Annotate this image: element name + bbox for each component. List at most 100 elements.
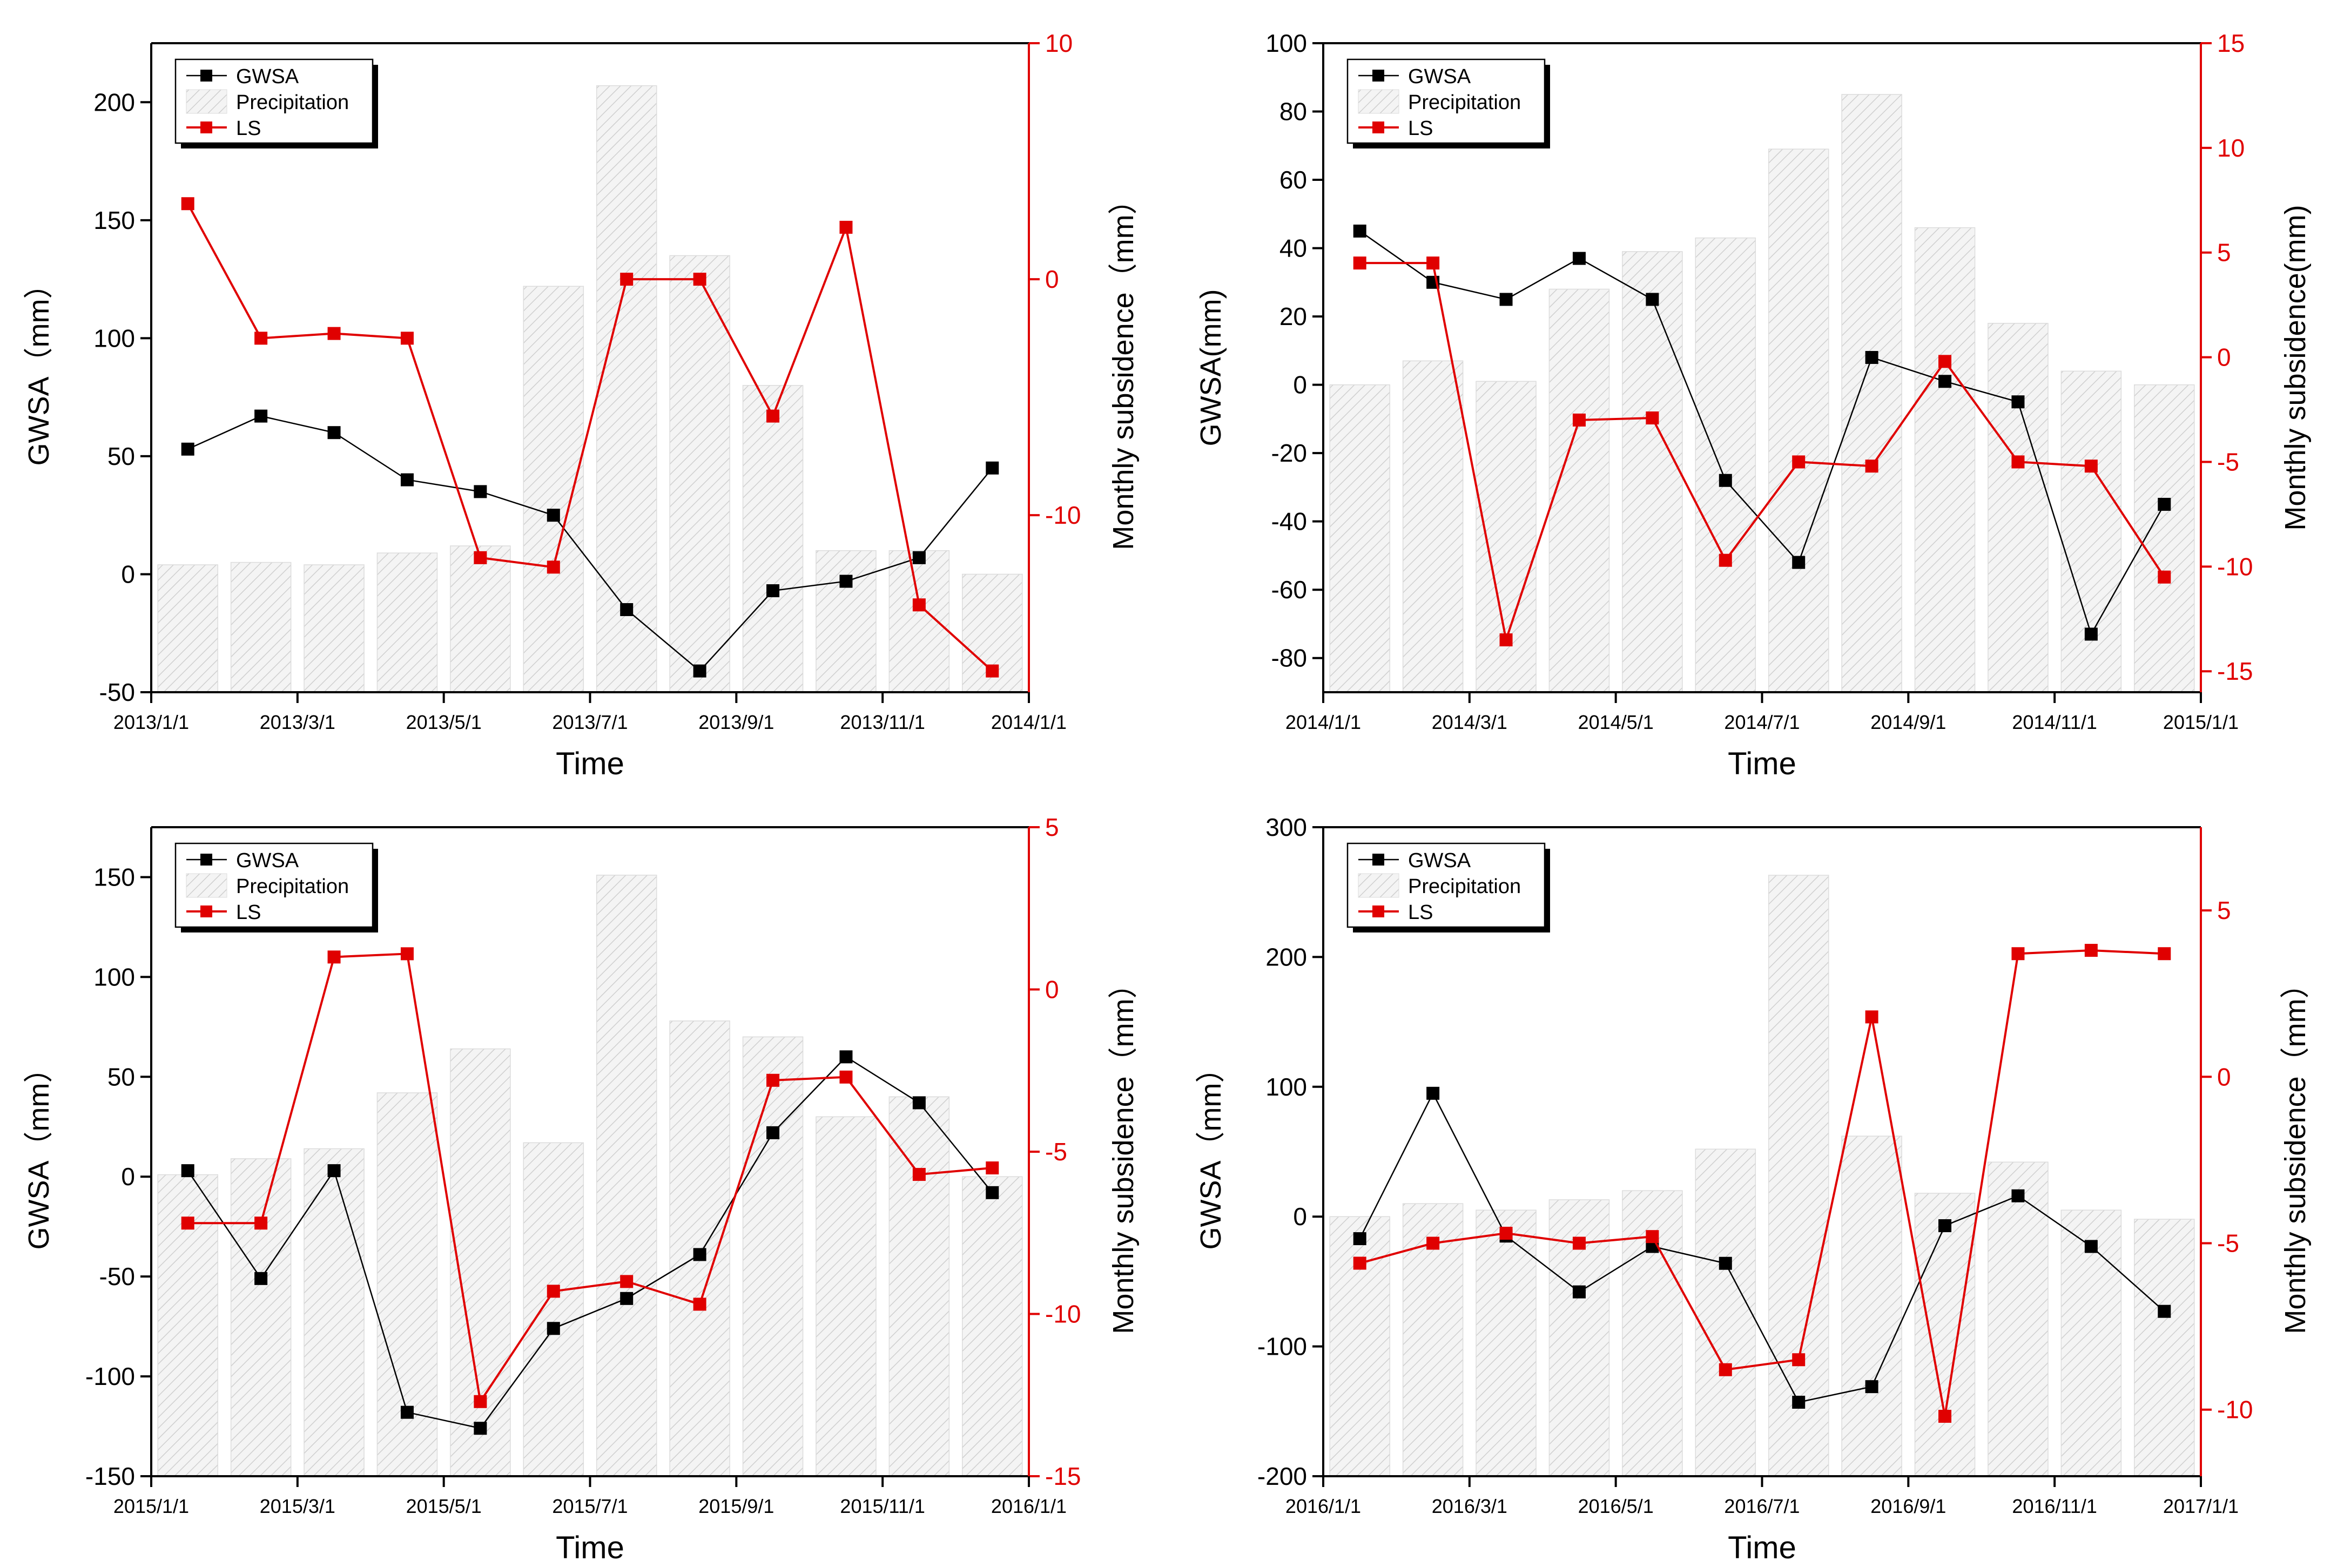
right-tick-label: -10 [1045, 1300, 1081, 1328]
right-tick-label: -15 [1045, 1462, 1081, 1490]
precip-bar [2060, 370, 2122, 693]
precip-bar [742, 1036, 804, 1477]
precip-bar [596, 875, 657, 1477]
ls-point [181, 197, 194, 211]
ls-point [327, 327, 341, 340]
ls-point [2084, 459, 2098, 473]
precip-bar [816, 1116, 877, 1477]
y-axis-title-right: Monthly subsidence(mm) [2279, 205, 2312, 530]
precip-bar [1695, 237, 1756, 693]
legend-ls-marker [200, 121, 212, 133]
precip-bar [669, 1020, 730, 1477]
legend-gwsa-label: GWSA [1408, 849, 1471, 872]
legend-ls-label: LS [1408, 901, 1433, 924]
gwsa-line [1359, 230, 2165, 636]
gwsa-point [912, 1096, 926, 1110]
legend-ls-marker [200, 905, 212, 917]
left-tick-label: 200 [1265, 943, 1307, 971]
gwsa-point [400, 1405, 414, 1419]
y-axis-title-left: GWSA(mm) [1195, 289, 1227, 447]
precip-bar [1402, 360, 1464, 693]
precip-bar [2060, 1209, 2122, 1477]
precip-bar [376, 552, 438, 693]
gwsa-point [327, 1164, 341, 1178]
ls-point [474, 1395, 487, 1408]
gwsa-point [1719, 474, 1732, 487]
precip-bar [596, 85, 657, 693]
gwsa-point [1865, 351, 1878, 364]
precip-bar [1914, 1193, 1976, 1477]
ls-point [986, 1161, 999, 1175]
gwsa-point [1426, 1086, 1440, 1100]
precip-bar [450, 1048, 511, 1477]
gwsa-point [693, 1248, 706, 1261]
gwsa-point [1572, 252, 1586, 265]
ls-point [839, 1070, 853, 1084]
right-tick-label: 5 [2217, 239, 2231, 267]
gwsa-point [181, 1164, 194, 1178]
x-tick-label: 2013/7/1 [552, 711, 628, 733]
ls-point [2158, 570, 2171, 584]
precip-bar [1548, 288, 1610, 693]
x-tick-label: 2013/5/1 [406, 711, 482, 733]
precip-bar [304, 1148, 365, 1477]
x-tick-label: 2015/3/1 [260, 1495, 335, 1517]
left-tick-label: -50 [99, 1262, 135, 1290]
left-tick-label: 50 [107, 442, 135, 470]
ls-point [474, 551, 487, 564]
x-axis-title: Time [556, 746, 624, 781]
ls-point [1572, 413, 1586, 427]
ls-point [2011, 455, 2025, 469]
y-axis-title-right: Monthly subsidence（mm） [2279, 969, 2312, 1334]
ls-point [693, 1297, 706, 1311]
ls-point [839, 220, 853, 234]
gwsa-point [474, 485, 487, 498]
precip-bar [1329, 384, 1390, 693]
x-tick-label: 2016/5/1 [1578, 1495, 1654, 1517]
ls-point [400, 332, 414, 345]
legend-ls-label: LS [236, 901, 261, 924]
ls-point [1865, 1010, 1878, 1024]
x-tick-label: 2015/7/1 [552, 1495, 628, 1517]
left-tick-label: 200 [93, 88, 135, 116]
precip-bar [1548, 1199, 1610, 1477]
legend-ls-label: LS [1408, 117, 1433, 140]
right-tick-label: -5 [1045, 1138, 1067, 1166]
left-tick-label: -80 [1271, 644, 1307, 672]
left-tick-label: 60 [1279, 166, 1307, 194]
right-tick-label: -10 [2217, 1396, 2253, 1424]
left-tick-label: -150 [85, 1462, 135, 1490]
legend-gwsa-marker [200, 70, 212, 82]
right-tick-label: -5 [2217, 448, 2239, 476]
ls-point [1865, 459, 1878, 473]
y-axis-title-left: GWSA（mm） [23, 270, 55, 466]
x-tick-label: 2017/1/1 [2163, 1495, 2239, 1517]
gwsa-point [254, 409, 268, 423]
gwsa-point [2011, 1189, 2025, 1202]
left-tick-label: 100 [1265, 29, 1307, 57]
ls-point [912, 1168, 926, 1181]
ls-point [766, 1073, 780, 1087]
x-tick-label: 2014/11/1 [2012, 711, 2097, 733]
left-tick-label: 150 [93, 863, 135, 891]
precip-bar [1622, 251, 1683, 693]
chart-2013: -50 0 50 100 150 200 -10 0 10 2013/1/1 2013/3/1 201… [23, 29, 1140, 781]
y-axis-title-left: GWSA（mm） [1195, 1054, 1227, 1250]
ls-point [1646, 411, 1659, 425]
x-tick-label: 2014/1/1 [1285, 711, 1361, 733]
left-tick-label: 0 [121, 560, 135, 588]
gwsa-point [254, 1272, 268, 1285]
right-tick-label: 5 [2217, 896, 2231, 924]
gwsa-point [2158, 1305, 2171, 1318]
x-axis-title: Time [1728, 746, 1796, 781]
x-tick-label: 2014/3/1 [1432, 711, 1507, 733]
gwsa-point [620, 1292, 634, 1305]
gwsa-point [2084, 627, 2098, 641]
precip-bar [2134, 384, 2195, 693]
gwsa-point [1646, 293, 1659, 306]
ls-point [766, 409, 780, 423]
x-tick-label: 2016/7/1 [1724, 1495, 1800, 1517]
gwsa-point [912, 551, 926, 564]
precip-bar [742, 385, 804, 693]
